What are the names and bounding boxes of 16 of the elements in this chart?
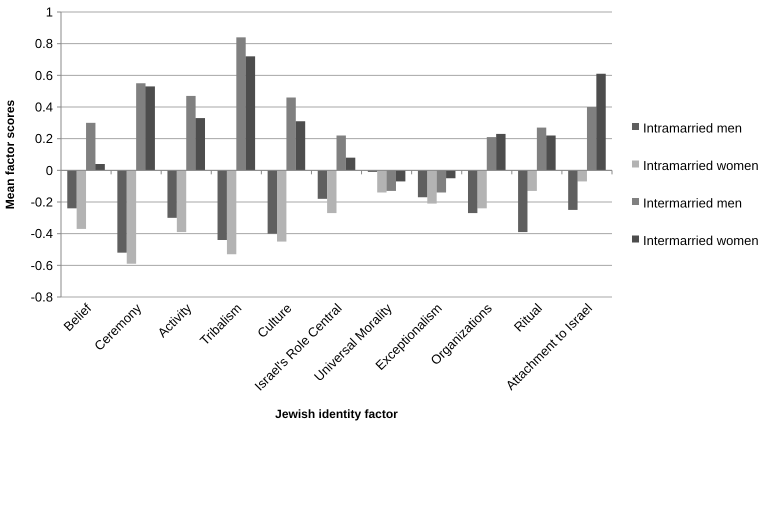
y-tick-label: 1 [46,4,53,20]
y-axis-title: Mean factor scores [3,99,17,210]
y-tick-label: -0.2 [30,194,53,210]
legend-label: Intermarried men [643,196,742,211]
y-tick-label: -0.8 [30,290,53,305]
y-tick-label: 0.4 [34,100,53,115]
y-tick-label: 0 [46,162,53,178]
y-tick-label: 0.2 [34,131,53,146]
legend-label: Intramarried women [643,158,759,174]
y-tick-label: -0.6 [30,258,53,273]
y-tick-label: 0.8 [34,36,53,52]
x-axis-title: Jewish identity factor [275,407,398,421]
legend-label: Intramarried men [643,120,742,136]
y-tick-label: -0.4 [30,226,53,242]
y-tick-label: 0.6 [34,68,53,83]
legend-label: Intermarried women [643,233,759,248]
